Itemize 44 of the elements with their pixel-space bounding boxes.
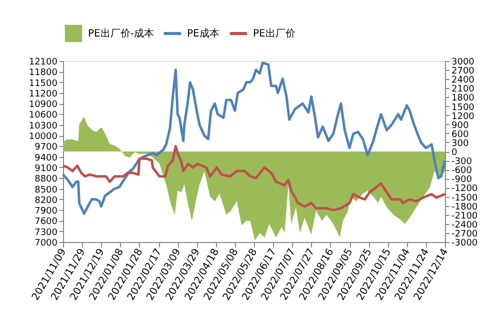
y2-tick-label: 2700 [452,66,475,77]
y2-tick-label: 3000 [452,58,475,68]
legend-label: PE成本 [187,28,220,40]
y2-tick-label: -1800 [452,202,478,212]
y-tick-label: 9700 [34,142,58,153]
y-tick-label: 7000 [34,238,58,248]
y2-tick-label: 0 [452,148,458,158]
line-series [62,62,446,215]
y2-tick-label: -1500 [452,193,478,204]
y-tick-label: 9400 [34,153,58,164]
y2-tick-label: 300 [452,138,469,149]
y-tick-label: 7600 [34,217,58,228]
y2-tick-label: 900 [452,120,469,131]
y2-tick-label: -3000 [452,238,478,248]
y2-tick-label: -2100 [452,211,478,222]
y2-tick-label: 600 [452,130,469,140]
y2-tick-label: -1200 [452,184,478,194]
y2-tick-label: -600 [452,166,472,176]
y-tick-label: 10600 [28,110,58,121]
y2-tick-label: 2400 [452,76,475,86]
y-tick-label: 9100 [34,164,58,174]
y-tick-label: 11800 [28,68,58,78]
y-tick-label: 11200 [28,89,58,100]
legend-label: PE出厂价 [253,28,296,40]
y2-tick-label: -2700 [452,229,478,240]
y-tick-label: 7900 [34,206,58,217]
y-tick-label: 11500 [28,78,58,89]
y-tick-label: 10300 [28,121,58,132]
y-tick-label: 8200 [34,196,58,206]
line-series [62,144,446,212]
y2-tick-label: -300 [452,157,472,168]
y2-tick-label: -2400 [452,220,478,230]
y2-tick-label: 2100 [452,84,475,95]
y2-tick-label: 1200 [452,112,475,122]
y-tick-label: 8500 [34,185,58,196]
y2-tick-label: 1800 [452,94,475,104]
y2-tick-label: 1500 [452,102,475,113]
y-tick-label: 10000 [28,132,58,142]
y-tick-label: 8800 [34,174,58,185]
y-tick-label: 7300 [34,228,58,238]
y2-tick-label: -900 [452,175,472,186]
y-tick-label: 12100 [28,58,58,68]
legend-label: PE出厂价-成本 [88,28,154,40]
y-tick-label: 10900 [28,100,58,110]
